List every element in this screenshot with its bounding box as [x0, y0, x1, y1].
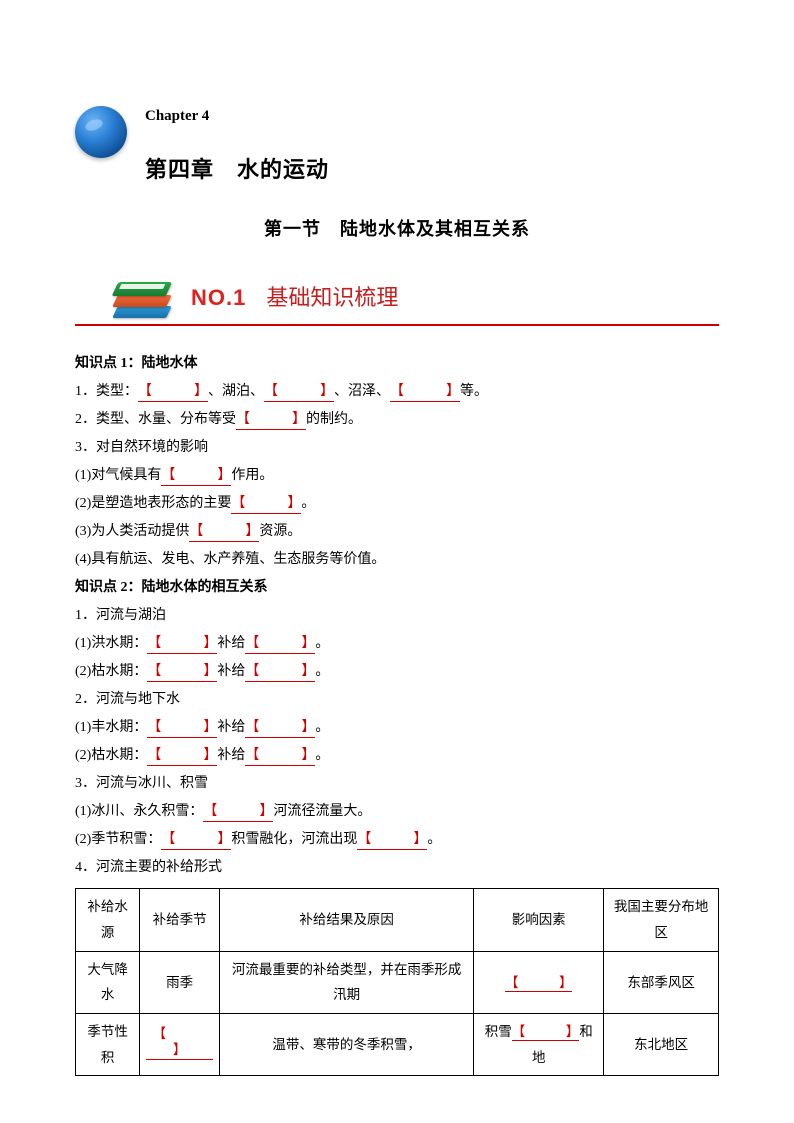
td: [140, 1014, 220, 1076]
content: 知识点 1：陆地水体 1．类型： 、湖泊、 、沼泽、 等。 2．类型、水量、分布…: [75, 350, 719, 1076]
td: 东北地区: [604, 1014, 719, 1076]
td: 温带、寒带的冬季积雪，: [220, 1014, 474, 1076]
blank: [245, 748, 315, 766]
th: 影响因素: [474, 889, 604, 951]
k1-title: 知识点 1：陆地水体: [75, 350, 719, 378]
section-banner: NO.1 基础知识梳理: [115, 276, 719, 318]
k1-3: 3．对自然环境的影响: [75, 434, 719, 462]
blank: [231, 496, 301, 514]
k1-1: 1．类型： 、湖泊、 、沼泽、 等。: [75, 378, 719, 406]
blank: [245, 636, 315, 654]
td: 河流最重要的补给类型，并在雨季形成汛期: [220, 951, 474, 1013]
k1-3-2: (2)是塑造地表形态的主要 。: [75, 490, 719, 518]
th: 补给结果及原因: [220, 889, 474, 951]
k1-3-1: (1)对气候具有 作用。: [75, 462, 719, 490]
blank: [264, 384, 334, 402]
k2-2: 2．河流与地下水: [75, 686, 719, 714]
table-row: 大气降水 雨季 河流最重要的补给类型，并在雨季形成汛期 东部季风区: [76, 951, 719, 1013]
table-row: 季节性积 温带、寒带的冬季积雪， 积雪 和地 东北地区: [76, 1014, 719, 1076]
k2-2-1: (1)丰水期： 补给 。: [75, 714, 719, 742]
blank: [245, 720, 315, 738]
k2-3: 3．河流与冰川、积雪: [75, 770, 719, 798]
blank: [147, 636, 217, 654]
k2-1-1: (1)洪水期： 补给 。: [75, 630, 719, 658]
td: 季节性积: [76, 1014, 140, 1076]
blank: [147, 664, 217, 682]
blank: [189, 524, 259, 542]
books-icon: [115, 276, 171, 318]
blank: [512, 1024, 580, 1041]
banner-text: 基础知识梳理: [266, 277, 398, 319]
k1-2: 2．类型、水量、分布等受 的制约。: [75, 406, 719, 434]
th: 补给水源: [76, 889, 140, 951]
blank: [390, 384, 460, 402]
blank: [147, 748, 217, 766]
blank: [138, 384, 208, 402]
k2-1-2: (2)枯水期： 补给 。: [75, 658, 719, 686]
k2-3-2: (2)季节积雪： 积雪融化，河流出现 。: [75, 826, 719, 854]
td: 积雪 和地: [474, 1014, 604, 1076]
blank: [146, 1026, 213, 1059]
k2-2-2: (2)枯水期： 补给 。: [75, 742, 719, 770]
red-divider: [75, 324, 719, 326]
chapter-header: Chapter 4 第四章 水的运动: [75, 100, 719, 190]
th: 我国主要分布地区: [604, 889, 719, 951]
blank: [161, 832, 231, 850]
supply-table: 补给水源 补给季节 补给结果及原因 影响因素 我国主要分布地区 大气降水 雨季 …: [75, 888, 719, 1076]
td: 大气降水: [76, 951, 140, 1013]
blank: [505, 975, 573, 992]
blank: [357, 832, 427, 850]
k2-1: 1．河流与湖泊: [75, 602, 719, 630]
banner-no: NO.1: [191, 277, 246, 319]
chapter-cn: 第四章 水的运动: [145, 149, 329, 191]
td: 东部季风区: [604, 951, 719, 1013]
blank: [203, 804, 273, 822]
blank: [161, 468, 231, 486]
k2-4: 4．河流主要的补给形式: [75, 854, 719, 882]
header-text: Chapter 4 第四章 水的运动: [145, 100, 329, 190]
chapter-en: Chapter 4: [145, 102, 329, 131]
blank: [147, 720, 217, 738]
k1-3-3: (3)为人类活动提供 资源。: [75, 518, 719, 546]
k2-title: 知识点 2：陆地水体的相互关系: [75, 574, 719, 602]
k2-3-1: (1)冰川、永久积雪： 河流径流量大。: [75, 798, 719, 826]
table-header-row: 补给水源 补给季节 补给结果及原因 影响因素 我国主要分布地区: [76, 889, 719, 951]
k1-3-4: (4)具有航运、发电、水产养殖、生态服务等价值。: [75, 546, 719, 574]
globe-icon: [75, 106, 127, 158]
section-title: 第一节 陆地水体及其相互关系: [75, 212, 719, 246]
td: [474, 951, 604, 1013]
th: 补给季节: [140, 889, 220, 951]
blank: [236, 412, 306, 430]
td: 雨季: [140, 951, 220, 1013]
blank: [245, 664, 315, 682]
